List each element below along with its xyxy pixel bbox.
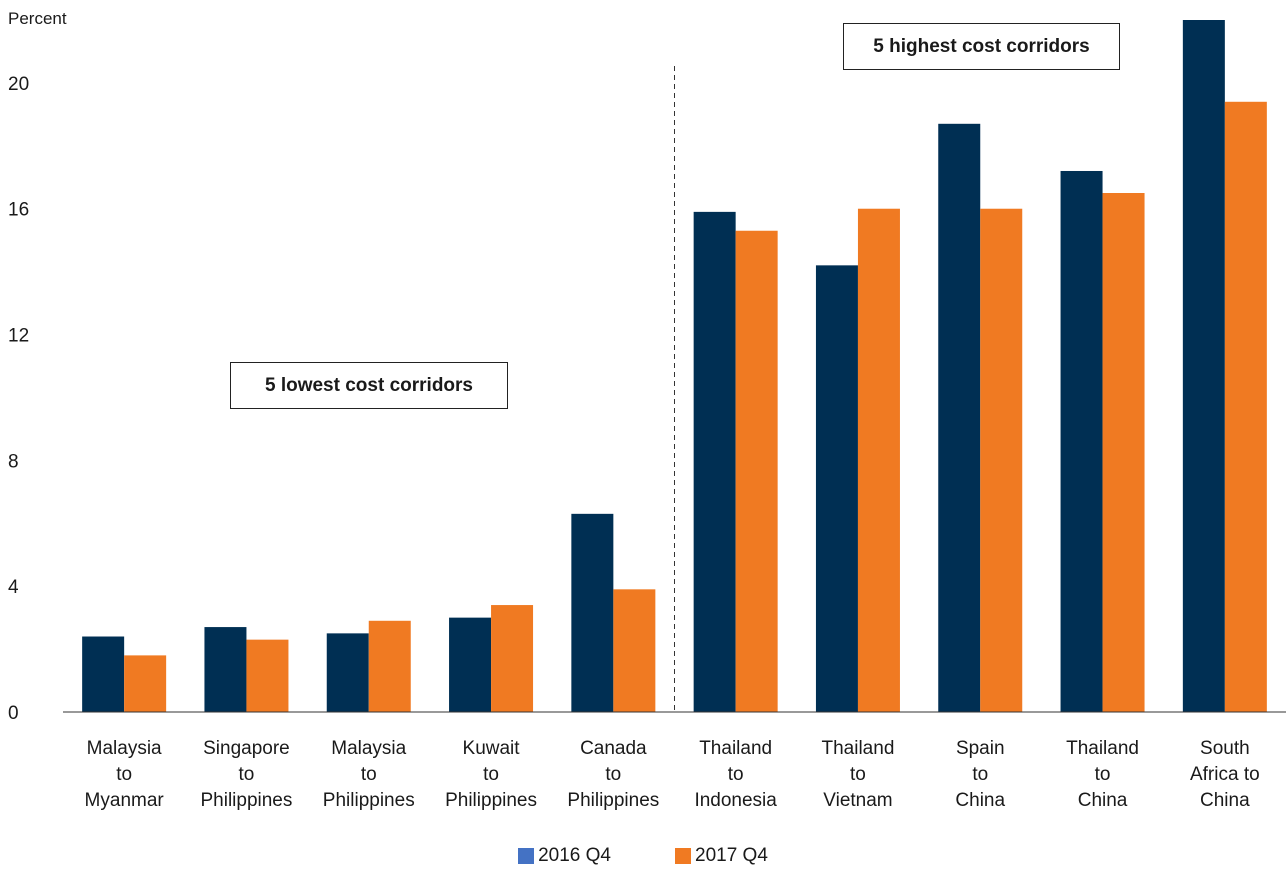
x-category-label: to <box>1095 764 1111 785</box>
bar-2016 <box>1060 170 1103 712</box>
x-category-label: to <box>116 764 132 785</box>
bar-2017 <box>1224 101 1267 713</box>
y-tick-label: 8 <box>8 451 19 472</box>
y-axis-unit-label: Percent <box>8 9 67 28</box>
x-category-label: Kuwait <box>463 738 521 759</box>
x-category-label: Thailand <box>699 738 772 759</box>
legend-swatch-2017 <box>675 848 691 864</box>
y-tick-label: 16 <box>8 200 29 221</box>
bar-2016 <box>693 211 736 712</box>
bar-2017 <box>1102 193 1145 712</box>
x-category-label: Philippines <box>323 790 415 811</box>
x-category-label: Philippines <box>200 790 292 811</box>
bar-2016 <box>204 627 247 712</box>
x-category-label: to <box>972 764 988 785</box>
legend-label-2016: 2016 Q4 <box>538 845 611 866</box>
bar-2017 <box>124 655 167 712</box>
x-category-label: Philippines <box>567 790 659 811</box>
lowest-cost-annotation: 5 lowest cost corridors <box>230 362 508 409</box>
legend-swatch-2016 <box>518 848 535 864</box>
highest-cost-annotation: 5 highest cost corridors <box>843 23 1120 70</box>
bars <box>82 20 1267 713</box>
x-category-label: Singapore <box>203 738 290 759</box>
x-category-label: Canada <box>580 738 647 759</box>
bar-2017 <box>491 605 534 712</box>
x-category-label: Spain <box>956 738 1005 759</box>
x-category-label: Malaysia <box>87 738 162 759</box>
legend-item-2016: 2016 Q4 <box>518 845 611 867</box>
y-tick-label: 0 <box>8 703 19 724</box>
x-category-label: to <box>850 764 866 785</box>
x-category-label: Thailand <box>1066 738 1139 759</box>
x-axis-labels: Malaysia to Myanmar Singapore to Philippines M… <box>85 738 1260 811</box>
y-tick-label: 4 <box>8 577 19 598</box>
bar-2017 <box>980 208 1023 712</box>
bar-2016 <box>815 265 858 712</box>
bar-2016 <box>82 636 125 712</box>
x-category-label: to <box>728 764 744 785</box>
x-category-label: to <box>605 764 621 785</box>
x-category-label: Myanmar <box>85 790 165 811</box>
x-category-label: Thailand <box>822 738 895 759</box>
x-category-label: to <box>361 764 377 785</box>
x-category-label: South <box>1200 738 1250 759</box>
bar-2016 <box>449 617 492 712</box>
legend-label-2017: 2017 Q4 <box>695 845 768 866</box>
x-category-label: Vietnam <box>823 790 892 811</box>
bar-2016 <box>1182 20 1225 712</box>
y-axis-ticks: 0 4 8 12 16 20 <box>8 74 29 724</box>
x-category-label: China <box>1200 790 1250 811</box>
bar-2017 <box>613 589 656 712</box>
y-tick-label: 12 <box>8 326 29 347</box>
legend-item-2017: 2017 Q4 <box>675 845 768 867</box>
x-category-label: Indonesia <box>694 790 777 811</box>
x-category-label: Africa to <box>1190 764 1260 785</box>
x-category-label: to <box>239 764 255 785</box>
x-category-label: Malaysia <box>331 738 406 759</box>
x-category-label: to <box>483 764 499 785</box>
bar-2016 <box>326 633 369 712</box>
bar-2016 <box>571 513 614 712</box>
x-category-label: Philippines <box>445 790 537 811</box>
y-tick-label: 20 <box>8 74 29 95</box>
x-category-label: China <box>1078 790 1128 811</box>
x-category-label: China <box>955 790 1005 811</box>
bar-2017 <box>246 639 289 712</box>
bar-2016 <box>938 123 981 713</box>
bar-2017 <box>368 620 411 712</box>
bar-2017 <box>735 230 778 712</box>
legend: 2016 Q4 2017 Q4 <box>0 845 1286 867</box>
bar-2017 <box>857 208 900 712</box>
